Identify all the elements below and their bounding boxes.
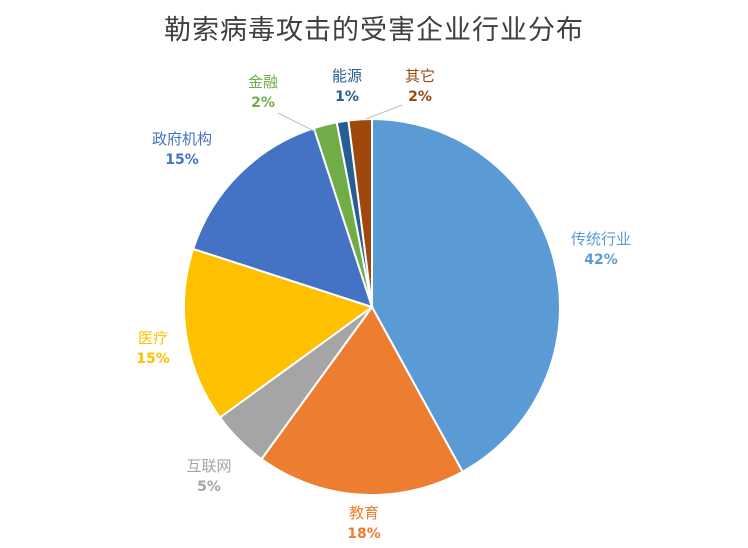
slice-value-label-1: 18%	[347, 526, 381, 542]
slice-label-6: 能源	[332, 67, 362, 85]
slice-value-label-4: 15%	[165, 152, 199, 168]
slice-value-label-0: 42%	[584, 252, 618, 268]
slice-label-0: 传统行业	[571, 230, 631, 248]
chart-title: 勒索病毒攻击的受害企业行业分布	[164, 15, 584, 46]
slice-value-label-6: 1%	[335, 89, 359, 105]
slice-value-label-5: 2%	[251, 95, 275, 111]
slice-value-label-7: 2%	[408, 89, 432, 105]
slice-label-3: 医疗	[138, 329, 168, 347]
slice-label-1: 教育	[349, 504, 379, 522]
slice-label-4: 政府机构	[152, 130, 212, 148]
slice-value-label-3: 15%	[136, 351, 170, 367]
pie-slice-0	[371, 117, 561, 474]
leader-line-5	[277, 112, 317, 133]
leader-line-7	[365, 104, 403, 120]
slice-label-2: 互联网	[186, 457, 231, 475]
slice-label-7: 其它	[405, 67, 435, 85]
pie-slice-3	[183, 247, 375, 419]
slice-value-label-2: 5%	[197, 479, 221, 495]
slice-label-5: 金融	[248, 73, 278, 91]
pie-slice-1	[260, 305, 464, 496]
pie-slice-4	[191, 126, 374, 309]
pie-slice-7	[347, 117, 373, 308]
